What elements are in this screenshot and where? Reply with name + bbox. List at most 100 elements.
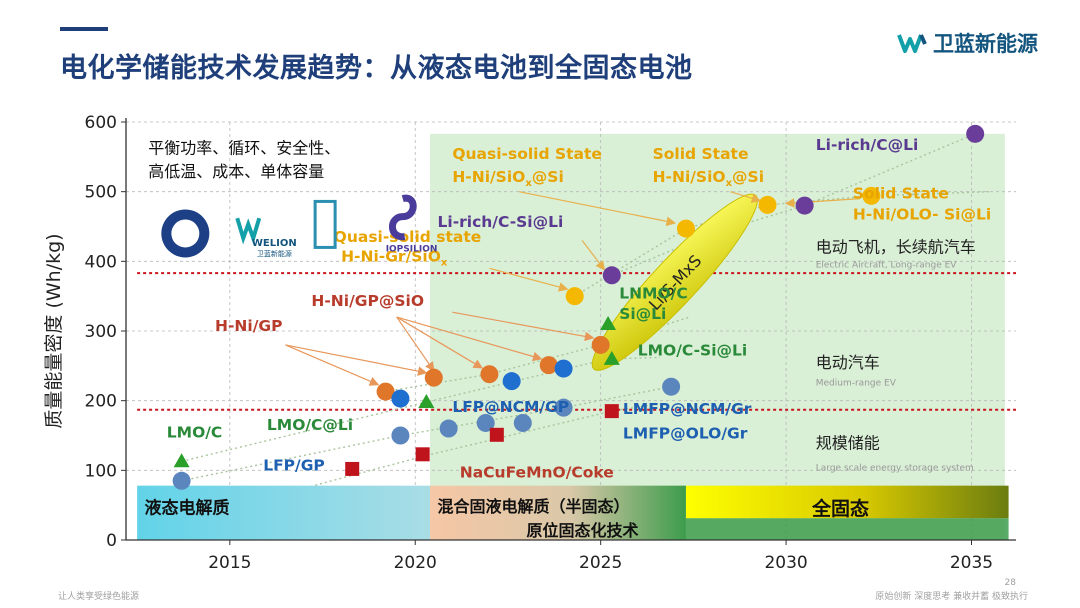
reference-label-cn: 电动汽车 — [816, 353, 880, 372]
data-point — [862, 186, 881, 205]
series-label: LMFP@OLO/Gr — [623, 424, 748, 442]
reference-label-en: Medium-range EV — [816, 378, 897, 388]
annotation-arrow — [581, 240, 606, 271]
annotation-arrow — [452, 311, 595, 342]
data-point — [502, 372, 521, 391]
annotation-arrow — [518, 191, 677, 227]
category-label-cn: 规模储能 — [816, 433, 880, 452]
data-point — [591, 335, 610, 354]
data-point — [676, 219, 695, 238]
brand-logo: 卫蓝新能源 — [897, 28, 1038, 58]
brand-name: 卫蓝新能源 — [933, 32, 1038, 56]
data-point — [604, 404, 619, 419]
series-label: LMFP@NCM/Gr — [623, 400, 752, 418]
annotation-arrow — [396, 316, 435, 372]
page-number: 28 — [1004, 578, 1016, 588]
welion-logo-text: WELION — [252, 238, 297, 249]
welion-logo-subtext: 卫蓝新能源 — [257, 249, 292, 258]
series-label: Quasi-solid state — [334, 228, 482, 246]
data-point — [391, 426, 410, 445]
data-point — [424, 368, 443, 387]
iopsilion-mark-icon — [388, 194, 417, 241]
data-point — [415, 447, 430, 462]
series-label: H-Ni-Gr/SiOx — [341, 247, 448, 268]
trend-line — [266, 403, 657, 499]
reference-label-en: Electric Aircraft, Long-range EV — [816, 261, 958, 271]
semi-solid-region — [430, 133, 1005, 541]
series-label: Solid State — [653, 145, 749, 163]
series-label: Si@Li — [619, 305, 666, 323]
data-point — [513, 413, 532, 432]
iopsilion-logo-text: IOPSILION — [386, 245, 438, 255]
welion-mark-icon — [235, 217, 262, 245]
data-point — [554, 359, 573, 378]
series-label: Li-rich/C@Li — [816, 136, 919, 154]
category-label-en: Large scale energy storage system — [816, 463, 974, 473]
requirements-text: 高低温、成本、单体容量 — [148, 162, 324, 181]
annotation-arrow — [396, 316, 484, 369]
x-tick-label: 2015 — [208, 553, 251, 573]
y-tick-label: 100 — [85, 461, 117, 481]
band-insitu-tail — [685, 518, 1009, 540]
y-tick-label: 300 — [85, 322, 117, 342]
data-point — [345, 461, 360, 476]
annotation-arrow — [730, 191, 762, 203]
y-tick-label: 400 — [85, 252, 117, 272]
data-point — [603, 350, 620, 365]
series-label: LNMO/C — [619, 284, 688, 302]
data-point — [391, 389, 410, 408]
partner-logo-icon — [313, 199, 337, 249]
series-label: H-Ni/SiOx@Si — [653, 168, 764, 189]
data-point — [173, 453, 190, 468]
data-point — [565, 287, 584, 306]
series-labels: H-Ni/GP H-Ni/GP@SiO LMO/C LMO/C@Li LFP/GP LFP… — [167, 136, 991, 481]
title-accent-line — [60, 27, 108, 31]
data-point — [662, 377, 681, 396]
series-label: NaCuFeMnO/Coke — [460, 463, 614, 481]
y-tick-label: 500 — [85, 183, 117, 203]
data-point — [602, 266, 621, 285]
y-tick-label: 0 — [106, 531, 117, 551]
data-point — [539, 356, 558, 375]
grid-lines — [126, 121, 1016, 540]
x-tick-label: 2035 — [950, 553, 993, 573]
series-label: Li-rich/C-Si@Li — [438, 213, 564, 231]
trend-line — [611, 133, 976, 276]
band-label-all-solid: 全固态 — [811, 497, 869, 520]
institute-logo-inner — [171, 219, 200, 248]
reference-label-cn: 电动飞机，长续航汽车 — [816, 237, 976, 256]
annotation-arrows — [285, 191, 861, 386]
band-semi-solid — [430, 485, 686, 540]
data-point — [966, 124, 985, 143]
data-point — [476, 413, 495, 432]
welion-logo-icon — [897, 34, 927, 53]
y-axis-label: 质量能量密度 (Wh/kg) — [43, 233, 65, 428]
series-label: Solid State — [853, 185, 949, 203]
annotation-arrow — [396, 316, 543, 362]
x-tick-label: 2020 — [394, 553, 437, 573]
band-liquid — [137, 485, 431, 540]
data-point — [439, 419, 458, 438]
requirements-text: 平衡功率、循环、安全性、 — [148, 138, 340, 157]
data-point — [376, 382, 395, 401]
series-label: H-Ni/GP@SiO — [311, 292, 424, 310]
x-tick-label: 2030 — [764, 553, 807, 573]
series-label: LMO/C-Si@Li — [638, 341, 747, 359]
data-point — [418, 394, 435, 409]
annotation-arrow — [285, 344, 428, 376]
band-label-semi-solid: 混合固液电解质（半固态） — [438, 497, 630, 516]
band-label-liquid: 液态电解质 — [145, 498, 230, 519]
x-tick-label: 2025 — [579, 553, 622, 573]
data-point — [480, 365, 499, 384]
footer-slogan: 让人类享受绿色能源 — [58, 592, 140, 602]
data-point — [554, 398, 573, 417]
annotation-arrow — [285, 344, 380, 386]
series-label: H-Ni/SiOx@Si — [452, 168, 563, 189]
series-label: LFP@NCM/GP — [452, 398, 569, 416]
page-title: 电化学储能技术发展趋势：从液态电池到全固态电池 — [60, 53, 693, 84]
annotation-arrow — [489, 267, 569, 292]
y-tick-label: 200 — [85, 392, 117, 412]
footer-values: 原始创新 深度思考 兼收并蓄 极致执行 — [875, 592, 1028, 602]
data-markers — [172, 124, 985, 490]
band-label-insitu: 原位固态化技术 — [527, 521, 639, 540]
